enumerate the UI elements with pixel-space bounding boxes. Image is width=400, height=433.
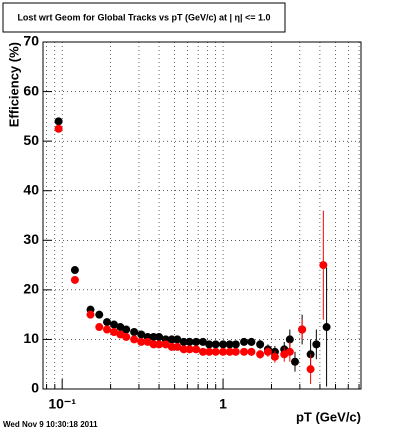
data-point	[219, 347, 228, 356]
y-tick-label: 40	[23, 181, 39, 197]
data-point	[205, 340, 214, 349]
data-point	[185, 345, 194, 354]
title-box	[2, 2, 286, 33]
data-point	[285, 335, 294, 344]
data-point	[198, 347, 207, 356]
data-point	[103, 318, 112, 327]
x-axis-title: pT (GeV/c)	[296, 409, 361, 424]
data-point	[161, 340, 170, 349]
data-point	[155, 340, 164, 349]
y-tick-label: 20	[23, 281, 39, 297]
y-tick-label: 30	[23, 231, 39, 247]
data-point	[205, 347, 214, 356]
y-tick-label: 60	[23, 82, 39, 98]
data-point	[130, 327, 139, 336]
data-point	[173, 342, 182, 351]
data-point	[103, 325, 112, 334]
data-point	[247, 347, 256, 356]
data-point	[70, 275, 79, 284]
data-point	[285, 347, 294, 356]
data-point	[291, 357, 300, 366]
data-point	[231, 347, 240, 356]
data-point	[240, 337, 249, 346]
data-point	[219, 340, 228, 349]
data-point	[86, 310, 95, 319]
data-point	[225, 347, 234, 356]
data-point	[122, 325, 131, 334]
data-point	[70, 266, 79, 275]
chart-title: Lost wrt Geom for Global Tracks vs pT (G…	[17, 12, 270, 22]
y-axis-title: Efficiency (%)	[6, 42, 21, 127]
data-point	[247, 337, 256, 346]
y-tick-label: 50	[23, 132, 39, 148]
data-point	[137, 337, 146, 346]
data-point	[211, 347, 220, 356]
data-point	[185, 337, 194, 346]
data-point	[95, 310, 104, 319]
data-point	[270, 352, 279, 361]
data-point	[211, 340, 220, 349]
y-tick-label: 10	[23, 330, 39, 346]
plot-frame	[42, 41, 362, 390]
data-point	[54, 117, 63, 126]
data-point	[322, 323, 331, 332]
data-point	[179, 337, 188, 346]
data-point	[173, 335, 182, 344]
data-point	[231, 340, 240, 349]
data-point	[256, 340, 265, 349]
data-point	[319, 261, 328, 270]
x-tick-label: 10⁻¹	[48, 396, 76, 412]
data-point	[192, 337, 201, 346]
data-point	[130, 335, 139, 344]
data-point	[256, 350, 265, 359]
data-point	[155, 332, 164, 341]
data-point	[137, 330, 146, 339]
data-point	[198, 337, 207, 346]
data-point	[122, 332, 131, 341]
data-point	[240, 347, 249, 356]
y-tick-label: 0	[31, 380, 39, 396]
x-tick-label: 1	[219, 396, 227, 412]
data-point	[298, 325, 307, 334]
data-point	[192, 345, 201, 354]
data-point	[312, 340, 321, 349]
data-point	[179, 345, 188, 354]
data-point	[110, 327, 119, 336]
data-point	[95, 323, 104, 332]
data-point	[167, 335, 176, 344]
data-point	[225, 340, 234, 349]
data-point	[54, 124, 63, 133]
data-point	[167, 342, 176, 351]
timestamp: Wed Nov 9 10:30:18 2011	[3, 420, 98, 429]
y-tick-label: 70	[23, 33, 39, 49]
data-point	[306, 365, 315, 374]
data-point	[263, 347, 272, 356]
data-point	[110, 320, 119, 329]
